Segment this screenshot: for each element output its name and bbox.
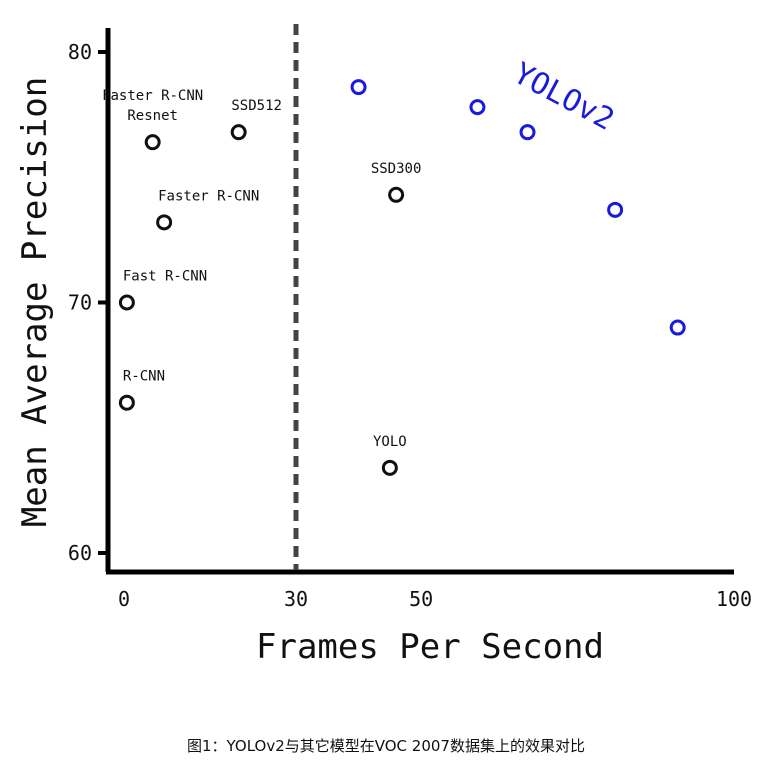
- y-axis-title: Mean Average Precision: [15, 77, 55, 527]
- point-label: Resnet: [127, 108, 178, 124]
- point-label: Faster R-CNN: [158, 188, 259, 204]
- yolov2-point: [519, 124, 536, 141]
- x-tick-label: 50: [409, 587, 433, 611]
- point-label: SSD300: [371, 161, 422, 177]
- figure-caption: 图1：YOLOv2与其它模型在VOC 2007数据集上的效果对比: [187, 737, 585, 755]
- y-tick-label: 80: [68, 40, 92, 64]
- data-marks: [118, 79, 686, 476]
- point-label: SSD512: [231, 98, 282, 114]
- model-point: [388, 186, 405, 203]
- yolov2-point: [607, 201, 624, 218]
- y-tick-label: 60: [68, 541, 92, 565]
- point-label: Faster R-CNN: [102, 88, 203, 104]
- y-tick-label: 70: [68, 291, 92, 315]
- model-point: [230, 124, 247, 141]
- point-label: YOLO: [373, 434, 407, 450]
- point-label: R-CNN: [123, 369, 165, 385]
- model-point: [118, 294, 135, 311]
- model-point: [156, 214, 173, 231]
- axes: 60 70 80 0 30 50 100: [68, 24, 752, 611]
- x-axis-title: Frames Per Second: [256, 627, 604, 667]
- model-point: [118, 394, 135, 411]
- model-point: [144, 134, 161, 151]
- yolov2-point: [350, 79, 367, 96]
- model-point: [381, 459, 398, 476]
- x-tick-label: 0: [118, 587, 130, 611]
- yolov2-point: [669, 319, 686, 336]
- point-labels: R-CNN Fast R-CNN Faster R-CNN Faster R-CNN R…: [102, 56, 620, 450]
- yolov2-point: [469, 99, 486, 116]
- x-tick-label: 100: [716, 587, 752, 611]
- x-tick-label: 30: [284, 587, 308, 611]
- scatter-chart: 60 70 80 0 30 50 100 R-CNN Fast R-CNN Faster R-C…: [15, 24, 752, 667]
- point-label: Fast R-CNN: [123, 269, 207, 285]
